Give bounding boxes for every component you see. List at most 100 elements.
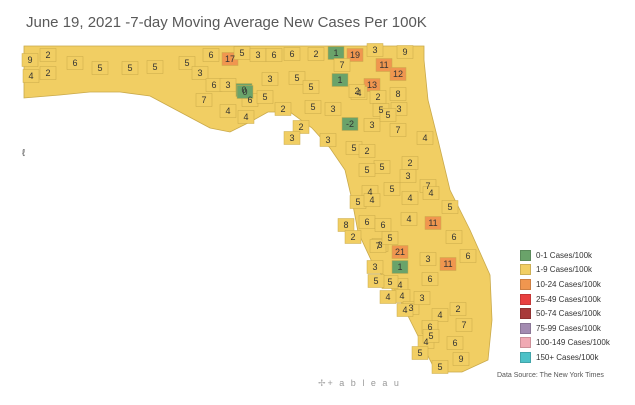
county-shape[interactable]: [366, 43, 384, 57]
county-shape[interactable]: [202, 48, 220, 62]
county-shape[interactable]: [399, 169, 417, 183]
county-shape[interactable]: [431, 360, 449, 374]
county-shape[interactable]: [400, 212, 418, 226]
county-shape[interactable]: [379, 290, 397, 304]
legend-item-0[interactable]: 0-1 Cases/100k: [520, 248, 610, 263]
county-shape[interactable]: [391, 245, 409, 259]
county-shape[interactable]: [358, 144, 376, 158]
county-shape[interactable]: [445, 230, 463, 244]
county-shape[interactable]: [283, 47, 301, 61]
county-shape[interactable]: [367, 274, 385, 288]
county-value: 6: [427, 274, 432, 284]
county-value: 2: [45, 50, 50, 60]
county-shape[interactable]: [219, 104, 237, 118]
county-shape[interactable]: [379, 108, 397, 122]
county-shape[interactable]: [178, 56, 196, 70]
county-shape[interactable]: [21, 53, 39, 67]
county-shape[interactable]: [459, 249, 477, 263]
county-shape[interactable]: [304, 100, 322, 114]
legend-item-6[interactable]: 100-149 Cases/100k: [520, 336, 610, 351]
county-shape[interactable]: [452, 352, 470, 366]
county-shape[interactable]: [389, 67, 407, 81]
county-shape[interactable]: [419, 252, 437, 266]
county-shape[interactable]: [396, 45, 414, 59]
county-shape[interactable]: [422, 329, 440, 343]
county-shape[interactable]: [449, 302, 467, 316]
county-shape[interactable]: [236, 85, 254, 99]
county-value: 1: [333, 48, 338, 58]
county-shape[interactable]: [66, 56, 84, 70]
county-shape[interactable]: [91, 61, 109, 75]
legend-item-3[interactable]: 25-49 Cases/100k: [520, 292, 610, 307]
county-shape[interactable]: [39, 66, 57, 80]
county-shape[interactable]: [331, 73, 349, 87]
county-value: 2: [313, 49, 318, 59]
county-shape[interactable]: [424, 216, 442, 230]
county-shape[interactable]: [348, 84, 366, 98]
county-shape[interactable]: [401, 191, 419, 205]
county-shape[interactable]: [358, 163, 376, 177]
county-value: 3: [372, 262, 377, 272]
legend-item-7[interactable]: 150+ Cases/100k: [520, 350, 610, 365]
county-shape[interactable]: [302, 80, 320, 94]
county-value: 5: [152, 62, 157, 72]
county-shape[interactable]: [319, 133, 337, 147]
county-shape[interactable]: [455, 318, 473, 332]
county-shape[interactable]: [375, 58, 393, 72]
county-shape[interactable]: [283, 131, 301, 145]
county-shape[interactable]: [324, 102, 342, 116]
county-shape[interactable]: [346, 48, 364, 62]
legend-item-1[interactable]: 1-9 Cases/100k: [520, 263, 610, 278]
county-shape[interactable]: [363, 118, 381, 132]
county-shape[interactable]: [195, 93, 213, 107]
county-shape[interactable]: [431, 308, 449, 322]
legend: 0-1 Cases/100k 1-9 Cases/100k 10-24 Case…: [520, 248, 610, 365]
county-shape[interactable]: [446, 336, 464, 350]
county-shape[interactable]: [366, 260, 384, 274]
county-shape[interactable]: [422, 186, 440, 200]
county-shape[interactable]: [307, 47, 325, 61]
county-shape[interactable]: [411, 346, 429, 360]
county-shape[interactable]: [413, 291, 431, 305]
legend-item-5[interactable]: 75-99 Cases/100k: [520, 321, 610, 336]
county-shape[interactable]: [256, 90, 274, 104]
county-shape[interactable]: [396, 303, 414, 317]
county-value: 2: [280, 104, 285, 114]
county-shape[interactable]: [416, 131, 434, 145]
county-shape[interactable]: [341, 117, 359, 131]
tableau-logo[interactable]: ✢ + a b l e a u: [318, 378, 401, 389]
county-value: 5: [417, 348, 422, 358]
county-shape[interactable]: [121, 61, 139, 75]
county-shape[interactable]: [22, 69, 40, 83]
county-shape[interactable]: [261, 72, 279, 86]
county-value: 5: [351, 143, 356, 153]
county-shape[interactable]: [389, 123, 407, 137]
county-shape[interactable]: [441, 200, 459, 214]
county-shape[interactable]: [391, 260, 409, 274]
county-shape[interactable]: [265, 48, 283, 62]
county-value: 6: [364, 217, 369, 227]
county-shape[interactable]: [39, 48, 57, 62]
county-shape[interactable]: [333, 58, 351, 72]
county-shape[interactable]: [381, 231, 399, 245]
county-shape[interactable]: [363, 193, 381, 207]
county-value: 19: [350, 50, 360, 60]
county-shape[interactable]: [274, 102, 292, 116]
county-shape[interactable]: [288, 71, 306, 85]
county-shape[interactable]: [344, 230, 362, 244]
county-shape[interactable]: [292, 120, 310, 134]
county-shape[interactable]: [383, 182, 401, 196]
legend-item-4[interactable]: 50-74 Cases/100k: [520, 306, 610, 321]
county-shape[interactable]: [146, 60, 164, 74]
legend-item-2[interactable]: 10-24 Cases/100k: [520, 277, 610, 292]
county-value: 7: [425, 181, 430, 191]
county-shape[interactable]: [237, 110, 255, 124]
county-shape[interactable]: [421, 272, 439, 286]
county-shape[interactable]: [191, 66, 209, 80]
county-value: 6: [208, 50, 213, 60]
county-value: 5: [308, 82, 313, 92]
county-shape[interactable]: [439, 257, 457, 271]
county-shape[interactable]: [389, 87, 407, 101]
